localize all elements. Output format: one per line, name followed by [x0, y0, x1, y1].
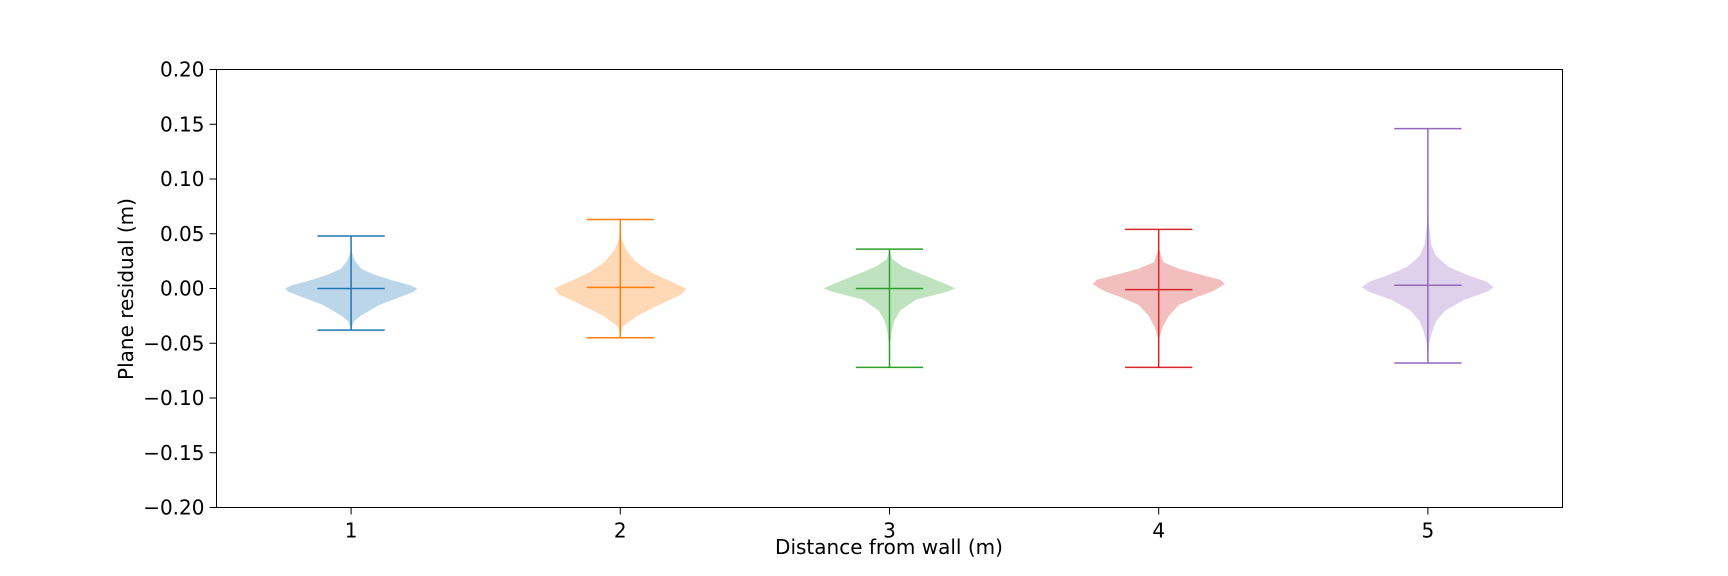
x-axis-label: Distance from wall (m): [775, 535, 1003, 559]
y-tick-label: −0.10: [143, 386, 204, 410]
y-tick-label: 0.15: [160, 112, 205, 136]
y-tick-label: −0.05: [143, 331, 204, 355]
y-tick-label: 0.10: [160, 167, 205, 191]
violins-layer: [285, 127, 1494, 369]
y-tick-label: −0.15: [143, 441, 204, 465]
x-tick-label: 1: [345, 519, 358, 543]
violin-5: [1361, 127, 1494, 364]
y-tick-label: −0.20: [143, 496, 204, 520]
violin-1: [285, 235, 418, 331]
x-axis: 1 2 3 4 5: [345, 507, 1435, 543]
y-tick-label: 0.00: [160, 277, 205, 301]
y-axis-label: Plane residual (m): [114, 198, 138, 380]
x-tick-label: 3: [883, 519, 896, 543]
y-tick-label: 0.05: [160, 222, 205, 246]
violin-2: [554, 218, 687, 339]
x-tick-label: 4: [1152, 519, 1165, 543]
violin-4: [1092, 228, 1225, 369]
violin-3: [823, 248, 956, 369]
y-tick-label: 0.20: [160, 58, 205, 82]
x-tick-label: 5: [1422, 519, 1435, 543]
y-axis: −0.20 −0.15 −0.10 −0.05 0.00 0.05 0.10 0.15 0.20: [143, 58, 217, 520]
x-tick-label: 2: [614, 519, 627, 543]
